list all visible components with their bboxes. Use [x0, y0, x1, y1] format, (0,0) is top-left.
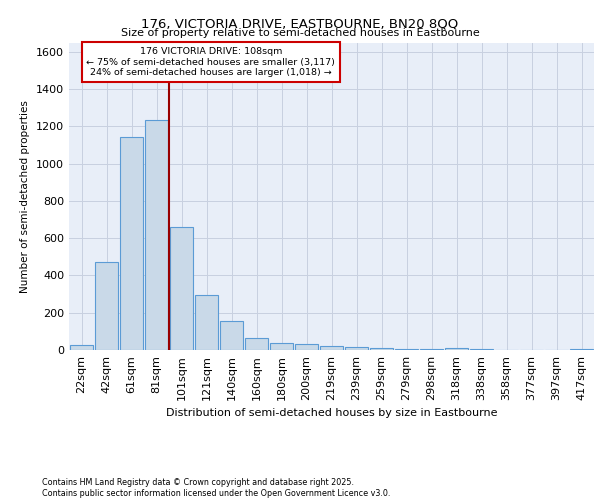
Text: Size of property relative to semi-detached houses in Eastbourne: Size of property relative to semi-detach…: [121, 28, 479, 38]
Bar: [320, 346, 343, 350]
Bar: [295, 344, 318, 350]
Bar: [170, 227, 193, 350]
Bar: [345, 347, 368, 350]
Text: Contains HM Land Registry data © Crown copyright and database right 2025.
Contai: Contains HM Land Registry data © Crown c…: [42, 478, 391, 498]
Bar: [370, 348, 393, 350]
Bar: [570, 348, 593, 350]
Bar: [245, 338, 268, 350]
Bar: [445, 348, 468, 350]
Y-axis label: Number of semi-detached properties: Number of semi-detached properties: [20, 100, 31, 292]
Text: 176, VICTORIA DRIVE, EASTBOURNE, BN20 8QQ: 176, VICTORIA DRIVE, EASTBOURNE, BN20 8Q…: [142, 18, 458, 30]
Bar: [145, 120, 168, 350]
Bar: [70, 346, 93, 350]
X-axis label: Distribution of semi-detached houses by size in Eastbourne: Distribution of semi-detached houses by …: [166, 408, 497, 418]
Bar: [270, 344, 293, 350]
Bar: [95, 262, 118, 350]
Bar: [395, 349, 418, 350]
Text: 176 VICTORIA DRIVE: 108sqm
← 75% of semi-detached houses are smaller (3,117)
24%: 176 VICTORIA DRIVE: 108sqm ← 75% of semi…: [86, 47, 335, 77]
Bar: [195, 295, 218, 350]
Bar: [220, 321, 243, 350]
Bar: [120, 136, 143, 350]
Bar: [420, 349, 443, 350]
